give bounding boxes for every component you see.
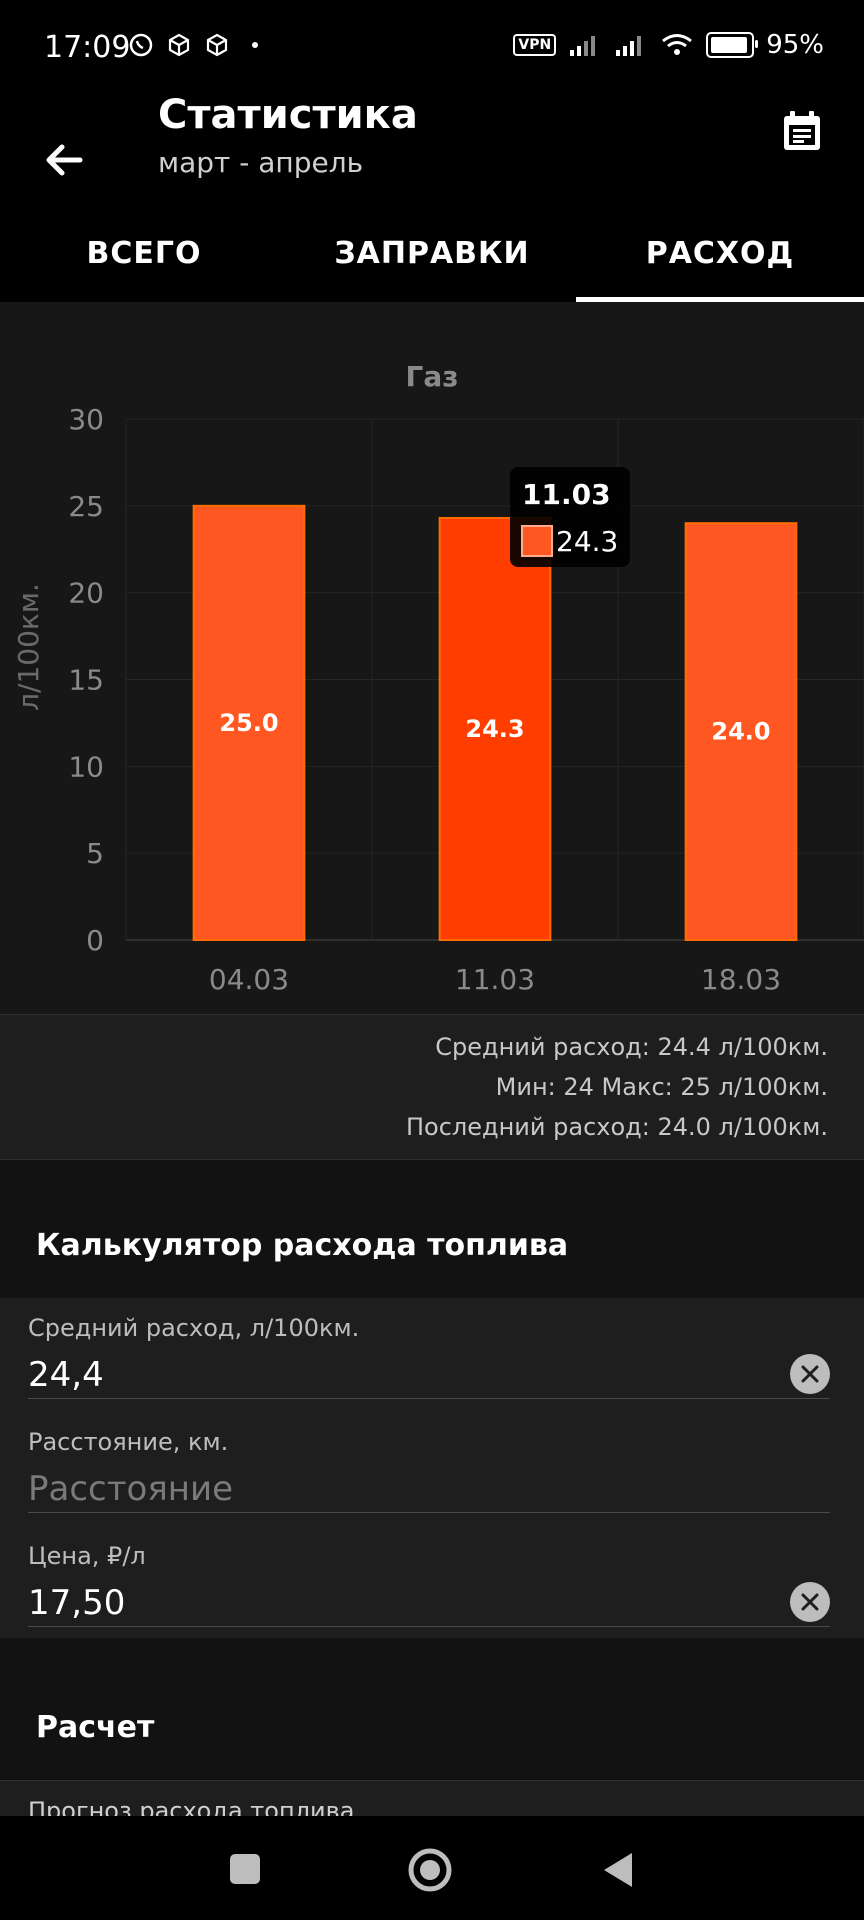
distance-input-underline: [28, 1512, 830, 1513]
close-icon: [801, 1593, 819, 1611]
package-icon: [168, 33, 190, 57]
y-tick-label: 15: [68, 664, 104, 697]
chart-tooltip: 11.03 24.3: [510, 467, 630, 567]
distance-label: Расстояние, км.: [28, 1428, 229, 1456]
notification-icons: [128, 32, 268, 58]
chart-bars: 25.0 24.3 24.0: [192, 504, 798, 942]
avg-consumption-input[interactable]: [28, 1352, 828, 1398]
consumption-chart: 0 5 10 15 20 25 30 25.0 24.3 24.0 04.03 11.03 18.0…: [12, 360, 864, 996]
x-tick-label: 11.03: [455, 963, 535, 996]
bar-value-label: 24.3: [465, 715, 524, 743]
consumption-summary: Средний расход: 24.4 л/100км. Мин: 24 Ма…: [0, 1014, 864, 1160]
calculation-title: Расчет: [36, 1710, 155, 1745]
last-consumption-text: Последний расход: 24.0 л/100км.: [405, 1113, 828, 1141]
y-tick-label: 10: [68, 750, 104, 783]
back-button[interactable]: [600, 1850, 636, 1890]
y-axis-label: л/100км.: [12, 583, 45, 711]
battery-level: 95%: [766, 30, 824, 60]
wifi-icon: [662, 34, 693, 55]
y-axis-ticks: 0 5 10 15 20 25 30: [68, 403, 104, 957]
tab-consumption[interactable]: РАСХОД: [576, 206, 864, 302]
x-axis-ticks: 04.03 11.03 18.03: [209, 963, 781, 996]
price-input-underline: [28, 1626, 830, 1627]
page-title: Статистика: [158, 92, 418, 138]
bar-value-label: 25.0: [219, 709, 278, 737]
dot-icon: [252, 42, 258, 48]
tab-bar: ВСЕГО ЗАПРАВКИ РАСХОД: [0, 206, 864, 302]
calculator-title: Калькулятор расхода топлива: [36, 1228, 569, 1263]
avg-input-underline: [28, 1398, 830, 1399]
back-arrow-icon[interactable]: [40, 136, 88, 184]
page-subtitle: март - апрель: [158, 146, 364, 179]
bar-value-label: 24.0: [711, 718, 770, 746]
package-icon: [206, 33, 228, 57]
tab-total[interactable]: ВСЕГО: [86, 236, 202, 271]
chart-card: 0 5 10 15 20 25 30 25.0 24.3 24.0 04.03 11.03 18.0…: [0, 302, 864, 1014]
signal-icon: [570, 36, 596, 56]
tooltip-title: 11.03: [522, 478, 611, 511]
status-bar: 17:09 VPN 95%: [0, 0, 864, 96]
viber-icon: [129, 33, 153, 57]
tab-refuels[interactable]: ЗАПРАВКИ: [334, 236, 530, 271]
close-icon: [801, 1365, 819, 1383]
y-tick-label: 5: [86, 837, 104, 870]
battery-icon: [706, 32, 759, 58]
vpn-badge: VPN: [513, 34, 557, 56]
distance-input[interactable]: [28, 1466, 828, 1512]
avg-consumption-text: Средний расход: 24.4 л/100км.: [435, 1033, 828, 1061]
tooltip-value: 24.3: [556, 525, 618, 558]
y-tick-label: 20: [68, 577, 104, 610]
system-nav-bar: [0, 1816, 864, 1920]
clear-price-button[interactable]: [790, 1582, 830, 1622]
signal-icon: [616, 36, 642, 56]
status-time: 17:09: [44, 30, 131, 65]
recents-button[interactable]: [228, 1852, 262, 1886]
bar: [438, 516, 552, 942]
fuel-calculator: Средний расход, л/100км. Расстояние, км.…: [0, 1298, 864, 1638]
x-tick-label: 18.03: [701, 963, 781, 996]
avg-consumption-label: Средний расход, л/100км.: [28, 1314, 360, 1342]
x-tick-label: 04.03: [209, 963, 289, 996]
y-tick-label: 25: [68, 490, 104, 523]
bar: [684, 522, 798, 941]
tooltip-color-swatch: [521, 525, 553, 557]
y-tick-label: 30: [68, 403, 104, 436]
y-tick-label: 0: [86, 924, 104, 957]
clear-avg-button[interactable]: [790, 1354, 830, 1394]
min-max-text: Мин: 24 Макс: 25 л/100км.: [495, 1073, 828, 1101]
price-input[interactable]: [28, 1580, 828, 1626]
price-label: Цена, ₽/л: [28, 1542, 146, 1570]
chart-title: Газ: [405, 360, 458, 393]
bar: [192, 504, 306, 941]
home-button[interactable]: [406, 1846, 454, 1894]
calendar-icon[interactable]: [778, 108, 826, 156]
